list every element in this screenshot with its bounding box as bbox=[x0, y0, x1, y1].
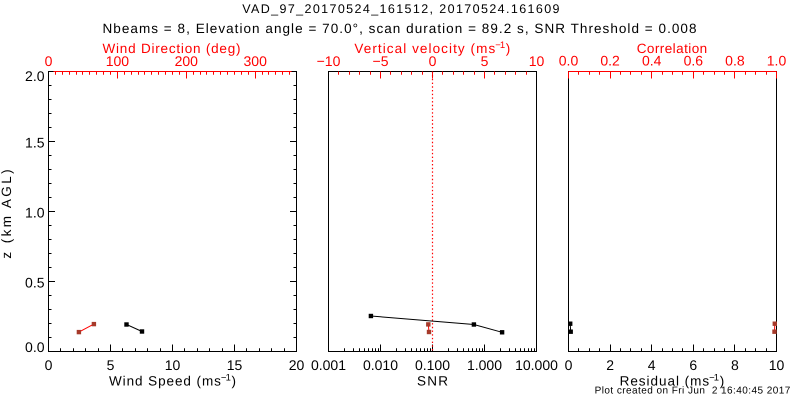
svg-text:10: 10 bbox=[529, 53, 545, 69]
svg-text:): ) bbox=[506, 41, 511, 56]
svg-text:0: 0 bbox=[429, 53, 437, 69]
svg-text:4: 4 bbox=[648, 357, 656, 373]
svg-text:6: 6 bbox=[689, 357, 697, 373]
svg-text:z (km AGL): z (km AGL) bbox=[0, 169, 14, 258]
svg-text:300: 300 bbox=[244, 53, 268, 69]
svg-text:): ) bbox=[720, 374, 725, 389]
svg-text:Wind Direction (deg): Wind Direction (deg) bbox=[103, 41, 241, 56]
svg-text:Nbeams = 8, Elevation angle =: Nbeams = 8, Elevation angle = 70.0°, sca… bbox=[103, 21, 697, 36]
svg-text:2: 2 bbox=[606, 357, 614, 373]
svg-text:−10: −10 bbox=[317, 53, 341, 69]
svg-text:SNR: SNR bbox=[417, 374, 448, 389]
svg-text:0.010: 0.010 bbox=[363, 357, 398, 373]
svg-text:0.0: 0.0 bbox=[559, 53, 579, 69]
svg-text:0.6: 0.6 bbox=[684, 53, 704, 69]
svg-text:5: 5 bbox=[107, 357, 115, 373]
svg-text:0: 0 bbox=[45, 53, 53, 69]
svg-text:VAD_97_20170524_161512, 201705: VAD_97_20170524_161512, 20170524.161609 bbox=[242, 2, 559, 16]
svg-text:15: 15 bbox=[227, 357, 243, 373]
svg-text:10: 10 bbox=[769, 357, 785, 373]
svg-text:0: 0 bbox=[45, 357, 53, 373]
svg-text:Vertical velocity (ms: Vertical velocity (ms bbox=[354, 41, 495, 56]
svg-text:0.5: 0.5 bbox=[25, 274, 45, 290]
svg-text:0.8: 0.8 bbox=[725, 53, 745, 69]
svg-text:20: 20 bbox=[289, 357, 305, 373]
svg-text:0.2: 0.2 bbox=[600, 53, 620, 69]
svg-text:0.100: 0.100 bbox=[415, 357, 450, 373]
svg-text:−1: −1 bbox=[495, 40, 505, 51]
svg-text:100: 100 bbox=[106, 53, 130, 69]
svg-text:1.000: 1.000 bbox=[467, 357, 502, 373]
svg-text:Wind Speed (ms: Wind Speed (ms bbox=[109, 374, 221, 389]
svg-text:2.0: 2.0 bbox=[25, 68, 45, 84]
svg-text:1.5: 1.5 bbox=[25, 134, 45, 150]
svg-text:Correlation: Correlation bbox=[637, 41, 708, 56]
svg-text:Residual (ms: Residual (ms bbox=[620, 374, 710, 389]
svg-text:−1: −1 bbox=[221, 373, 231, 384]
svg-text:8: 8 bbox=[731, 357, 739, 373]
svg-text:10: 10 bbox=[165, 357, 181, 373]
svg-text:0.001: 0.001 bbox=[311, 357, 346, 373]
svg-text:): ) bbox=[232, 374, 237, 389]
svg-text:1.0: 1.0 bbox=[25, 204, 45, 220]
svg-text:10.000: 10.000 bbox=[515, 357, 558, 373]
svg-text:0.0: 0.0 bbox=[25, 339, 45, 355]
svg-text:−1: −1 bbox=[709, 373, 719, 384]
svg-text:200: 200 bbox=[175, 53, 199, 69]
svg-text:5: 5 bbox=[481, 53, 489, 69]
svg-text:0: 0 bbox=[565, 357, 573, 373]
svg-text:1.0: 1.0 bbox=[767, 53, 787, 69]
svg-text:Plot created on Fri Jun 2 16:: Plot created on Fri Jun 2 16:40:45 2017 bbox=[595, 386, 791, 397]
svg-text:−5: −5 bbox=[373, 53, 389, 69]
svg-text:0.4: 0.4 bbox=[642, 53, 662, 69]
